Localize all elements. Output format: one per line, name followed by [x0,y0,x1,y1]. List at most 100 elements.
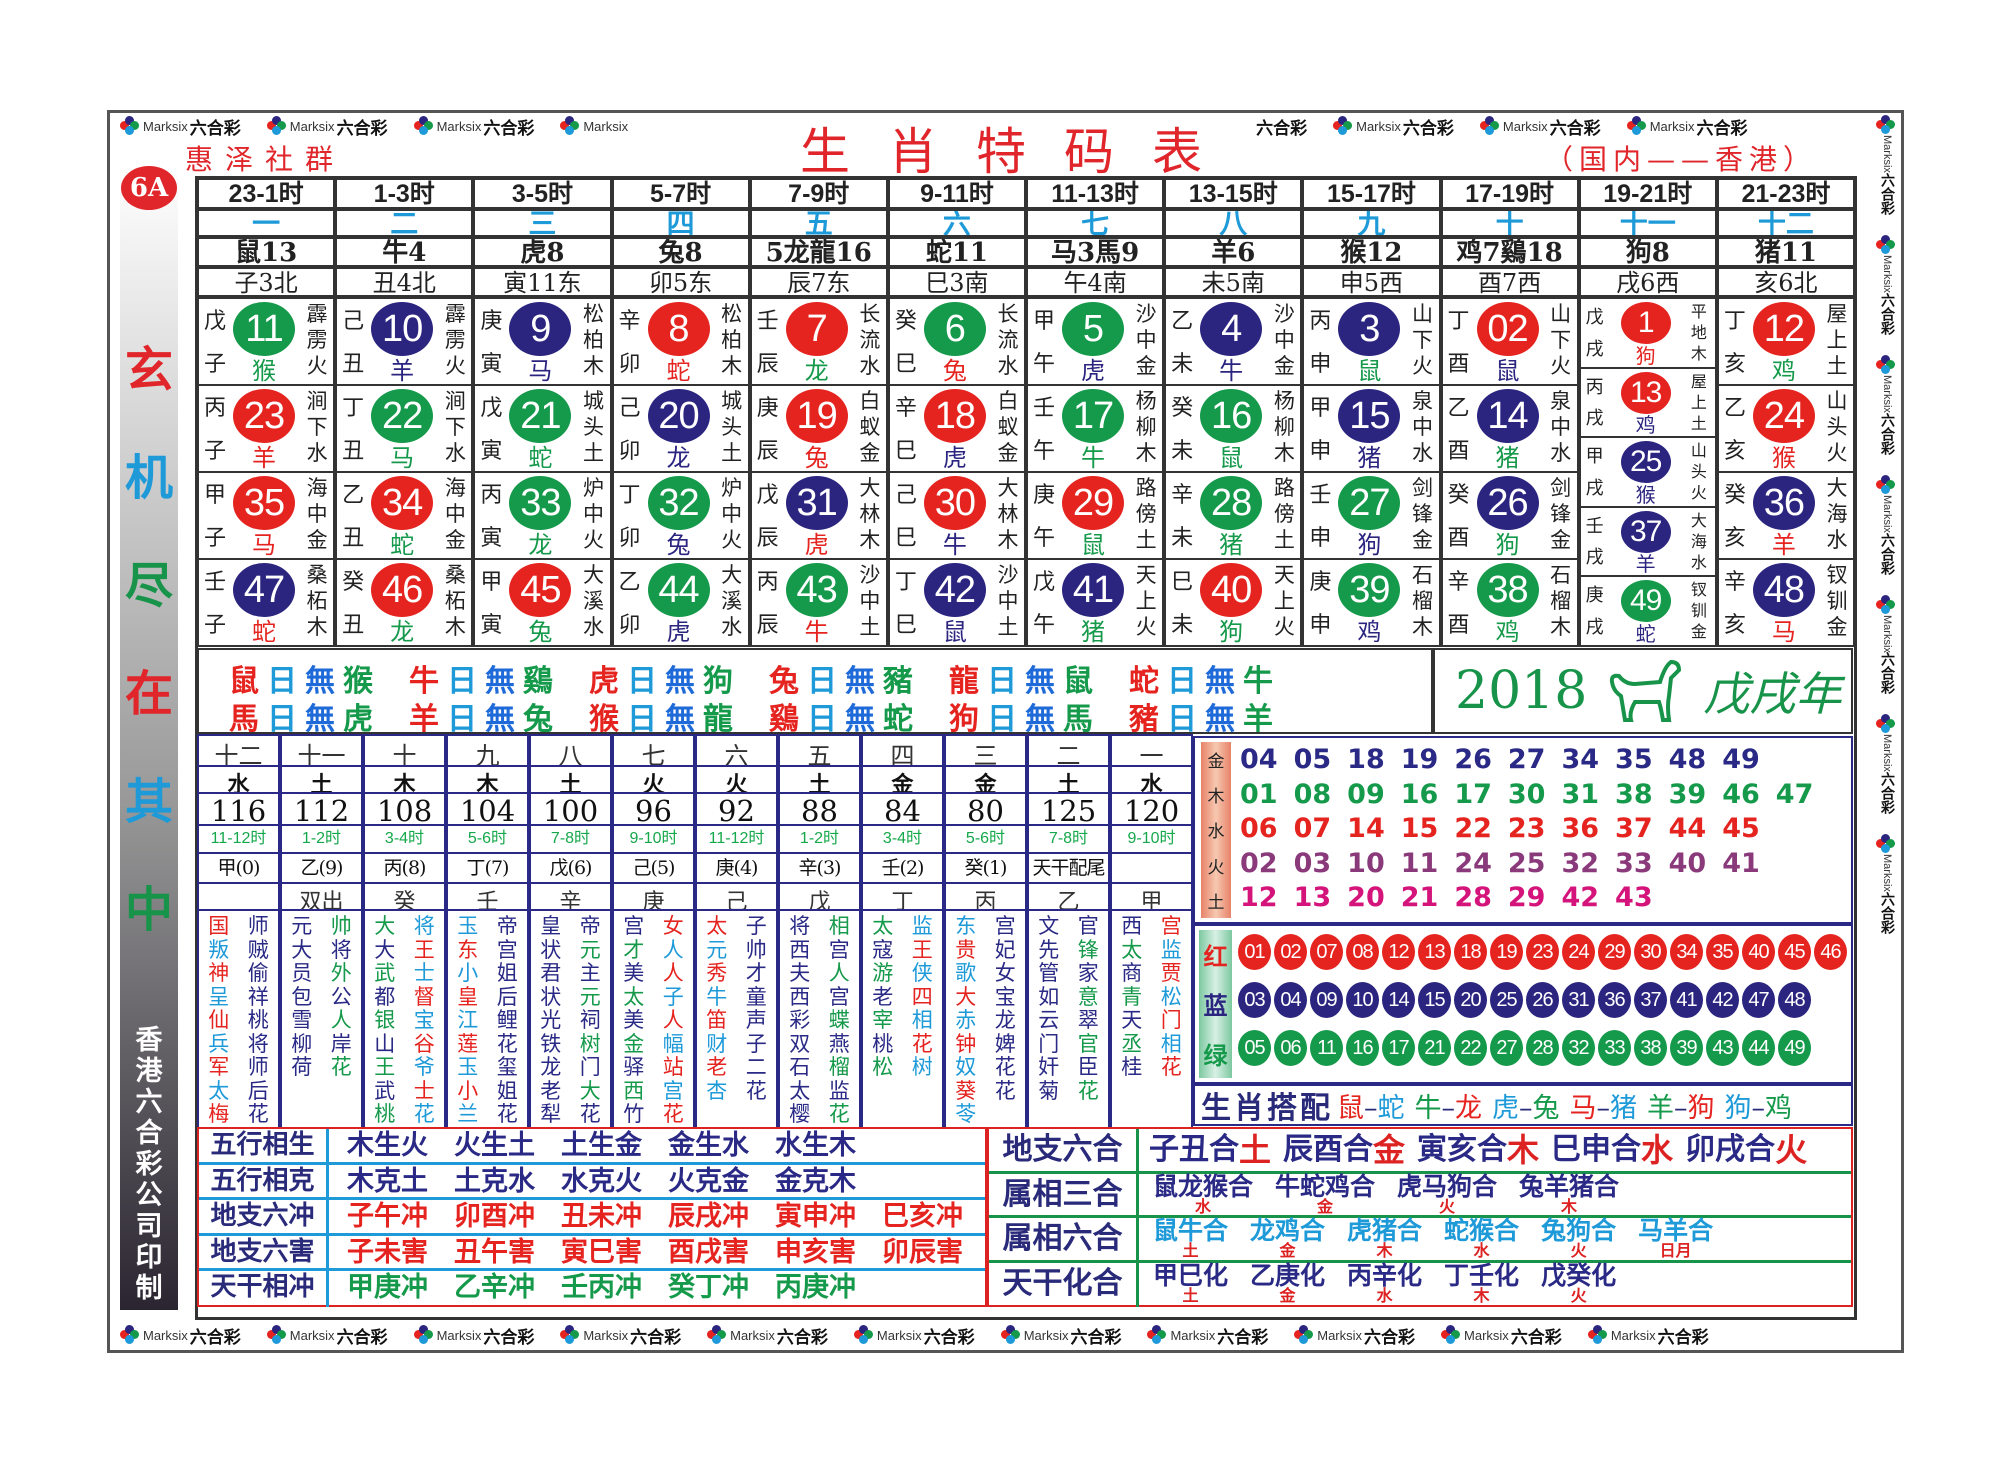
name-char: 爷 [413,1055,435,1079]
relation-item: 鼠龙猴合水 [1153,1173,1253,1216]
name-char: 人 [662,1008,684,1032]
name-char: 兵 [208,1031,230,1056]
logo-text-cn: 六合彩 [1880,892,1896,935]
name-char: 花 [579,1102,601,1126]
nayin-label: 海中金 [306,476,328,552]
name-column: 相宫人宫蝶燕榴监花 [828,914,850,1127]
relation-label: 属相三合 [989,1173,1139,1215]
color-ball: 42 [1706,982,1739,1018]
rule-none: 無 [305,664,335,699]
relation-item: 水克火 [561,1165,642,1197]
hour-range: 3-5时 [473,178,612,209]
zodiac-count: 5龙龍16 [749,237,888,267]
animal-label: 羊 [1771,531,1796,559]
rule-animal: 牛 [1243,664,1273,699]
color-label: 绿 [1203,1040,1228,1070]
number-ball: 47 [233,563,295,617]
wuxing-numbers-box [1193,736,1853,924]
name-char: 宫 [1160,914,1182,938]
name-char: 树 [579,1031,601,1056]
animal-label: 龙 [804,357,829,385]
name-char: 太 [208,1078,230,1103]
column-stem-char: 双出 [282,884,361,911]
logo-text-cn: 六合彩 [1880,412,1896,455]
year-name: 戊戌年 [1703,667,1842,721]
number-column: 十二水 116 11-12时 甲(0) 国叛神呈仙兵军太梅师贼偷祥桃将师后花 [197,734,280,1129]
earthly-branch: 卯 [618,526,641,551]
relation-text: 虎猪合 [1347,1216,1423,1245]
wuxing-number: 10 [1347,847,1385,879]
column-element: 火 [697,767,776,794]
wuxing-row: 02 03 10 11 24 25 32 33 40 41 [1240,848,1840,883]
name-char: 偷 [247,961,269,985]
name-column: 太元秀牛笛财老杏 [706,914,727,1127]
relation-text: 蛇猴合 [1444,1216,1520,1245]
relation-text: 龙鸡合 [1250,1216,1326,1245]
rule-animal: 馬 [229,702,259,734]
number-ball: 49 [1620,580,1671,623]
wuxing-number: 09 [1347,778,1385,810]
column-number: 五 [749,209,888,237]
rule-animal: 龍 [703,702,733,734]
zodiac-table-header: 23-1时 1-3时 3-5时 5-7时 7-9时 9-11时 11-13时 13-15时 15… [197,178,1855,297]
motto-char: 尽 [124,558,173,614]
wuxing-number: 33 [1615,847,1653,879]
relation-item: 土生金 [561,1130,642,1161]
relation-item: 鼠牛合土 [1153,1218,1228,1260]
name-char: 祠 [579,1008,601,1032]
rule-day: 日 [267,664,297,699]
name-char: 宫 [828,984,850,1009]
rule-animal: 鼠 [1063,664,1093,699]
number-ball: 40 [1200,563,1263,617]
number-cell: 己巳 30 牛 大林木 [889,473,1024,560]
column-value: 88 [780,794,859,826]
marksix-logo: Marksix 六合彩 [1875,594,1899,694]
zodiac-column: 乙未 4 牛沙中金癸未 16 鼠杨柳木辛未 28 猪路傍土巳未 40 狗天上火 [1164,297,1303,647]
dog-icon [1610,659,1682,722]
logo-text: Marksix [1610,1327,1656,1343]
no-day-rule: 蛇日無牛 [1129,656,1281,699]
heavenly-stem: 壬 [1309,483,1332,508]
animal-label: 鼠 [1081,531,1105,559]
flower-logo-icon [266,1325,287,1345]
nayin-label: 炉中火 [721,476,743,552]
nayin-label: 路傍土 [1135,476,1157,552]
name-list: 西太商青天丞桂宫监贾松门相花 [1112,911,1191,1127]
number-ball: 43 [785,563,848,617]
number-cell: 乙酉 14 猪 泉中水 [1442,386,1577,473]
name-char: 寇 [872,937,894,962]
relation-row: 属相三合 鼠龙猴合水牛蛇鸡合金虎马狗合火兔羊猪合木 [989,1173,1851,1218]
name-char: 宫 [623,914,645,938]
flower-logo-icon [1875,594,1896,615]
zodiac-column: 辛卯 8 蛇松柏木己卯 20 龙城头土丁卯 32 兔炉中火乙卯 44 虎大溪水 [611,297,750,647]
flower-logo-icon [1875,834,1896,854]
name-char: 银 [374,1008,396,1032]
logo-text-cn: 六合彩 [483,118,535,138]
printer-char: 彩 [135,1149,163,1180]
name-char: 如 [1038,984,1060,1009]
animal-label: 兔 [942,357,967,385]
wuxing-label: 火 [1207,857,1225,878]
name-char: 元 [291,914,313,938]
number-cell: 丁亥 12 鸡 屋上土 [1718,299,1853,386]
column-hours: 3-4时 [863,826,942,854]
nayin-label: 山头火 [1690,441,1707,503]
name-char: 花 [745,1078,767,1103]
color-label: 蓝 [1203,991,1228,1021]
number-ball: 28 [1200,476,1263,530]
heavenly-stem: 戊 [1033,570,1056,595]
logo-text-cn: 六合彩 [776,1327,828,1347]
region-label: （国内——香港） [1545,143,1818,176]
name-char: 先 [1038,937,1060,962]
name-char: 皇 [540,914,562,938]
color-ball: 35 [1706,934,1739,970]
heavenly-stem: 乙 [618,570,641,595]
relation-items: 子未害 丑午害 寅巳害 酉戌害 申亥害 卯辰害 [329,1236,963,1269]
earthly-branch: 子 [204,439,227,464]
hour-range: 23-1时 [197,178,336,209]
color-ball: 10 [1346,982,1379,1018]
name-char: 奴 [955,1055,977,1079]
logo-text: Marksix [1170,1327,1216,1343]
rule-day: 日 [447,664,477,699]
column-number: 十一 [282,736,361,767]
